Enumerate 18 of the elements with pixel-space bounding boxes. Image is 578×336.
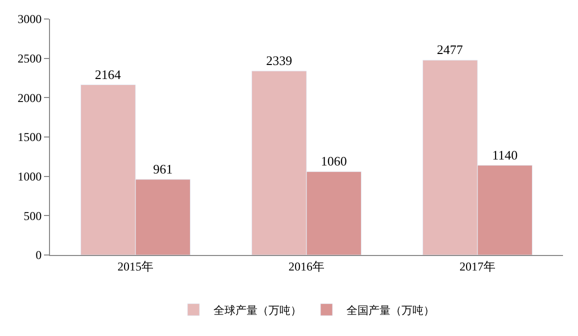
- y-tick-label: 3000: [18, 12, 42, 26]
- x-tick-label: 2015年: [118, 259, 154, 274]
- y-tick-label: 1500: [18, 130, 42, 144]
- data-label: 961: [153, 161, 173, 176]
- legend-label: 全国产量（万吨）: [346, 304, 434, 317]
- data-label: 2164: [94, 66, 122, 82]
- legend-label: 全球产量（万吨）: [214, 304, 302, 317]
- data-label: 1060: [320, 154, 347, 169]
- y-tick-label: 0: [36, 248, 42, 262]
- y-tick-label: 1000: [18, 170, 42, 184]
- data-label: 2477: [436, 42, 464, 58]
- x-tick-label: 2016年: [288, 259, 324, 274]
- data-label: 2339: [266, 53, 292, 68]
- data-label: 1140: [492, 147, 518, 162]
- y-tick-label: 500: [24, 208, 42, 223]
- x-tick-label: 2017年: [460, 259, 496, 274]
- y-tick-label: 2000: [18, 90, 42, 105]
- y-tick-label: 2500: [18, 52, 42, 66]
